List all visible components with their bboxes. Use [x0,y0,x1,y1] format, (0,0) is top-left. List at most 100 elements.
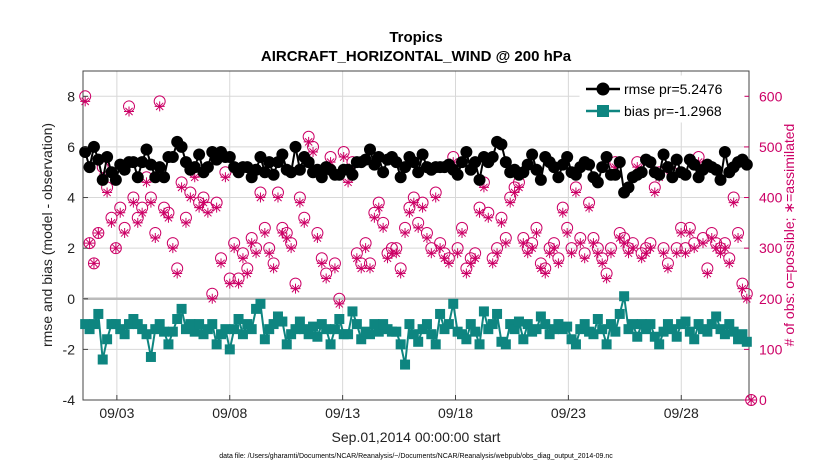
assimilated-point [614,233,625,244]
bias-point [711,311,722,322]
rmse-point [302,156,315,169]
rmse-point [407,156,420,169]
bias-point [356,334,367,345]
assimilated-point [610,162,621,173]
assimilated-point [522,248,533,259]
rmse-point [87,140,100,153]
bias-point [194,319,205,330]
assimilated-point [413,222,424,233]
assimilated-point [575,238,586,249]
legend: rmse pr=5.2476 bias pr=-1.2968 [579,75,745,123]
rmse-point [377,166,390,179]
bias-point [281,339,292,350]
rmse-point [670,153,683,166]
bias-point [636,319,647,330]
assimilated-point [671,248,682,259]
bias-point [316,319,327,330]
assimilated-point [680,248,691,259]
bias-point [728,326,739,337]
bias-point [124,319,135,330]
assimilated-point [697,238,708,249]
assimilated-point [290,283,301,294]
assimilated-point [746,395,757,405]
bias-point [255,298,266,309]
bias-point [592,314,603,325]
bias-point [246,324,257,335]
assimilated-point [189,172,200,183]
rmse-point [416,148,429,161]
rmse-point [175,140,188,153]
footnote: data file: /Users/gharamti/Documents/NCA… [219,453,613,460]
rmse-point [460,145,473,158]
bias-point [207,319,218,330]
bias-point [443,319,454,330]
rmse-point [456,156,469,169]
bias-point [719,329,730,340]
bias-point [741,336,752,347]
bias-point [518,334,529,345]
rmse-point [289,140,302,153]
assimilated-point [632,162,643,173]
rmse-point [158,171,171,184]
assimilated-point [566,248,577,259]
bias-point [321,324,332,335]
bias-point [172,314,183,325]
bias-point [251,303,262,314]
assimilated-point [465,258,476,269]
bias-point [658,326,669,337]
assimilated-point [110,243,121,254]
assimilated-point [702,268,713,279]
rmse-point [359,153,372,166]
bias-point [272,311,283,322]
bias-point [562,321,573,332]
assimilated-point [211,202,222,213]
assimilated-point [356,263,367,274]
bias-point [167,326,178,337]
bias-point [364,329,375,340]
assimilated-point [421,233,432,244]
assimilated-point [264,248,275,259]
assimilated-point [478,182,489,193]
x-tick-label: 09/13 [325,405,360,421]
bias-point [277,316,288,327]
rmse-point [127,156,140,169]
bias-point [553,319,564,330]
bias-point [662,319,673,330]
y-tick-label: 8 [67,88,75,104]
bias-point [220,324,231,335]
chart-subtitle: AIRCRAFT_HORIZONTAL_WIND @ 200 hPa [261,48,572,65]
assimilated-point [715,248,726,259]
assimilated-point [378,222,389,233]
assimilated-point [268,263,279,274]
bias-point [154,319,165,330]
y-axis-ticks: -4 -2 0 2 4 6 8 [63,88,88,408]
assimilated-point [649,187,660,198]
assimilated-point [364,263,375,274]
bias-point [110,319,121,330]
bias-point [461,334,472,345]
bias-point [185,319,196,330]
bias-point [619,291,630,302]
bias-point [159,326,170,337]
bias-point [408,329,419,340]
rmse-point [166,151,179,164]
bias-point [733,334,744,345]
bias-point [145,351,156,362]
assimilated-point [627,243,638,254]
rmse-point [583,158,596,171]
bias-point [645,319,656,330]
assimilated-point [220,172,231,183]
assimilated-point [579,253,590,264]
series-rmse [79,135,753,199]
rmse-point [149,171,162,184]
rmse-point [552,171,565,184]
bias-point [540,319,551,330]
bias-point [465,319,476,330]
assimilated-point [684,227,695,238]
bias-point [487,319,498,330]
rmse-point [153,161,166,174]
assimilated-point [492,248,503,259]
bias-point [299,324,310,335]
assimilated-point [619,238,630,249]
assimilated-point [312,233,323,244]
